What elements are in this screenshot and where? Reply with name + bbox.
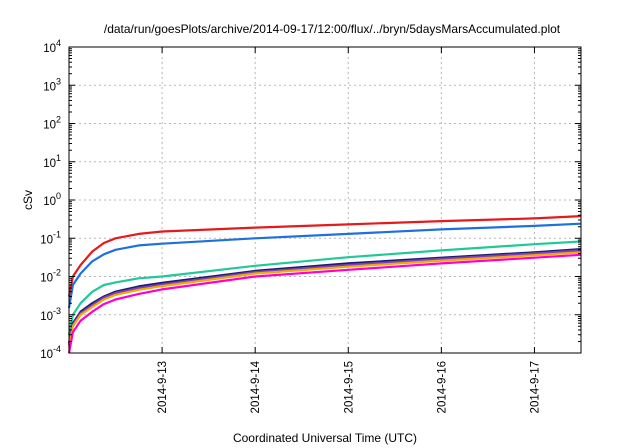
x-tick-label: 2014-9-16 xyxy=(436,361,448,413)
y-tick-label: 102 xyxy=(43,115,61,132)
y-tick-base: 10 xyxy=(40,311,53,323)
series-group xyxy=(67,215,582,354)
y-tick-exponent: 2 xyxy=(56,115,61,125)
y-tick-exponent: 4 xyxy=(56,38,61,48)
grid xyxy=(69,47,581,353)
y-tick-exponent: 3 xyxy=(56,76,61,86)
y-tick-label: 10-3 xyxy=(40,306,61,323)
y-tick-label: 104 xyxy=(43,38,61,55)
y-tick-exponent: -3 xyxy=(53,306,61,316)
y-tick-base: 10 xyxy=(40,234,53,246)
y-tick-exponent: -2 xyxy=(53,268,61,278)
series-line-4 xyxy=(67,248,582,344)
series-line-2 xyxy=(67,222,582,309)
y-tick-base: 10 xyxy=(43,43,56,55)
y-tick-label: 100 xyxy=(43,191,61,208)
axis-ticks xyxy=(69,46,581,354)
x-axis-tick-labels: 2014-9-13 2014-9-14 2014-9-15 2014-9-16 2014… xyxy=(157,360,541,413)
y-tick-base: 10 xyxy=(40,273,53,285)
y-tick-base: 10 xyxy=(43,196,56,208)
y-tick-label: 10-4 xyxy=(40,344,61,361)
y-tick-label: 10-2 xyxy=(40,268,61,285)
y-tick-base: 10 xyxy=(43,158,56,170)
y-axis-label: cSv xyxy=(21,190,35,210)
y-tick-exponent: 0 xyxy=(56,191,61,201)
y-tick-exponent: -4 xyxy=(53,344,61,354)
series-line-6 xyxy=(67,251,582,348)
x-axis-label: Coordinated Universal Time (UTC) xyxy=(233,431,417,445)
y-tick-base: 10 xyxy=(43,81,56,93)
x-tick-label: 2014-9-15 xyxy=(343,361,355,413)
series-line-5 xyxy=(67,249,582,346)
y-tick-label: 101 xyxy=(43,153,61,170)
x-tick-label: 2014-9-13 xyxy=(157,361,169,413)
y-tick-exponent: 1 xyxy=(56,153,61,163)
chart-title: /data/run/goesPlots/archive/2014-09-17/1… xyxy=(104,22,561,36)
x-tick-label: 2014-9-17 xyxy=(529,361,541,413)
series-line-7 xyxy=(67,253,582,354)
y-tick-label: 10-1 xyxy=(40,229,61,246)
y-tick-base: 10 xyxy=(43,120,56,132)
series-line-3 xyxy=(67,240,582,336)
x-tick-label: 2014-9-14 xyxy=(250,360,262,413)
y-tick-base: 10 xyxy=(40,349,53,361)
series-line-1 xyxy=(67,215,582,297)
y-tick-exponent: -1 xyxy=(53,229,61,239)
y-tick-label: 103 xyxy=(43,76,61,93)
